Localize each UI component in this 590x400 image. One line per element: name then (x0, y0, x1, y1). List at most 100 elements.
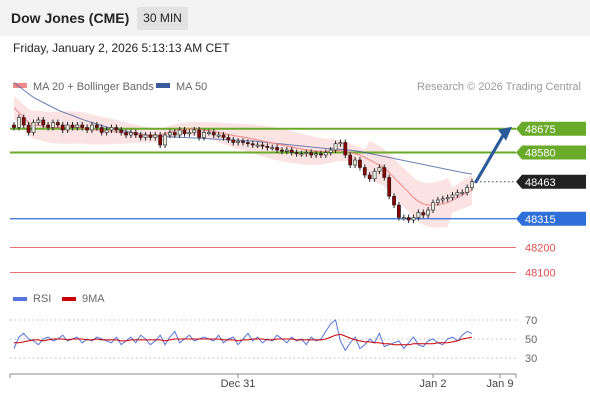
candle-body (124, 132, 128, 136)
candle-body (284, 149, 289, 152)
candle-body (114, 127, 119, 131)
rsi-legend-swatch-9ma (62, 297, 76, 301)
rsi-legend-label-9ma: 9MA (82, 293, 105, 305)
legend-swatch-ma50 (156, 83, 170, 88)
candle-body (245, 142, 250, 145)
candle-body (435, 199, 440, 203)
candle-body (172, 132, 177, 136)
candle-body (197, 129, 202, 138)
candle-body (211, 132, 216, 136)
candle-body (241, 140, 245, 143)
candle-body (46, 124, 51, 128)
level-48315-tag (516, 211, 586, 226)
rsi-line (13, 319, 473, 352)
candle-body (236, 140, 241, 143)
header-bar: Dow Jones (CME) 30 MIN (0, 0, 590, 36)
rsi-tick-50: 50 (525, 334, 537, 346)
level-48315-value: 48315 (525, 214, 556, 226)
rsi-9ma-line (14, 333, 473, 346)
legend-swatch-ma20 (13, 83, 27, 88)
candle-body (255, 144, 260, 147)
candle-body (90, 124, 94, 131)
candle-body (450, 194, 455, 198)
candle-body (406, 217, 411, 221)
legend-label-ma50: MA 50 (176, 81, 207, 93)
candle-body (75, 124, 80, 128)
candle-body (323, 152, 328, 156)
rsi-legend-swatch-rsi (13, 297, 27, 301)
candle-body (182, 129, 187, 135)
candle-body (104, 129, 109, 133)
forecast-arrow-shaft (474, 132, 506, 184)
candle-body (80, 124, 85, 128)
candle-body (206, 132, 211, 135)
candle-body (129, 132, 133, 136)
candle-body (168, 132, 172, 136)
level-48463-tag (516, 174, 586, 189)
candle-body (226, 137, 231, 141)
candle-body (133, 132, 138, 136)
candle-body (138, 134, 143, 138)
candle-body (362, 167, 367, 176)
level-48580-tag (516, 145, 586, 160)
candle-body (343, 142, 348, 156)
timeframe-button[interactable]: 30 MIN (137, 7, 188, 30)
candle-body (358, 159, 362, 168)
candle-body (265, 145, 270, 148)
candle-body (328, 149, 333, 153)
candle-body (94, 124, 99, 128)
level-48200-value: 48200 (525, 243, 556, 255)
candle-body (41, 119, 46, 126)
candle-body (177, 129, 182, 136)
candle-body (250, 143, 255, 146)
candle-body (192, 129, 197, 133)
candle-body (377, 167, 382, 172)
rsi-tick-70: 70 (525, 315, 537, 327)
candle-body (85, 127, 89, 131)
candle-body (260, 144, 265, 147)
candle-body (109, 127, 114, 131)
candle-body (397, 204, 401, 218)
candle-body (270, 147, 275, 150)
candle-body (26, 124, 31, 133)
candle-body (431, 202, 435, 211)
candle-body (309, 152, 314, 156)
candle-body (187, 132, 192, 135)
x-tick-label: Jan 2 (420, 378, 447, 390)
level-48100-value: 48100 (525, 268, 556, 280)
candle-body (12, 124, 16, 128)
candle-body (65, 124, 70, 131)
candle-body (455, 192, 460, 196)
candle-body (426, 209, 431, 216)
candle-body (153, 134, 158, 138)
candle-body (314, 153, 318, 156)
level-48463-value: 48463 (525, 177, 556, 189)
candle-body (367, 174, 372, 180)
candle-body (411, 217, 416, 221)
candle-body (299, 153, 304, 156)
candle-body (16, 117, 21, 128)
x-tick-label: Jan 9 (487, 378, 514, 390)
candle-body (31, 122, 36, 133)
candle-body (470, 181, 474, 188)
candle-body (158, 134, 163, 146)
candle-body (460, 192, 465, 195)
candle-body (416, 212, 421, 218)
candle-body (319, 153, 323, 156)
candle-body (202, 132, 206, 138)
candle-body (465, 187, 470, 193)
candle-body (99, 127, 104, 133)
candle-body (221, 134, 226, 138)
candle-body (401, 217, 406, 220)
level-48675-value: 48675 (525, 124, 556, 136)
candle-body (119, 129, 124, 133)
candle-body (392, 195, 396, 206)
x-tick-label: Dec 31 (221, 378, 256, 390)
candle-body (51, 122, 55, 128)
candle-body (275, 147, 280, 151)
candle-body (348, 154, 353, 166)
candle-body (421, 212, 426, 216)
candle-body (163, 134, 167, 146)
